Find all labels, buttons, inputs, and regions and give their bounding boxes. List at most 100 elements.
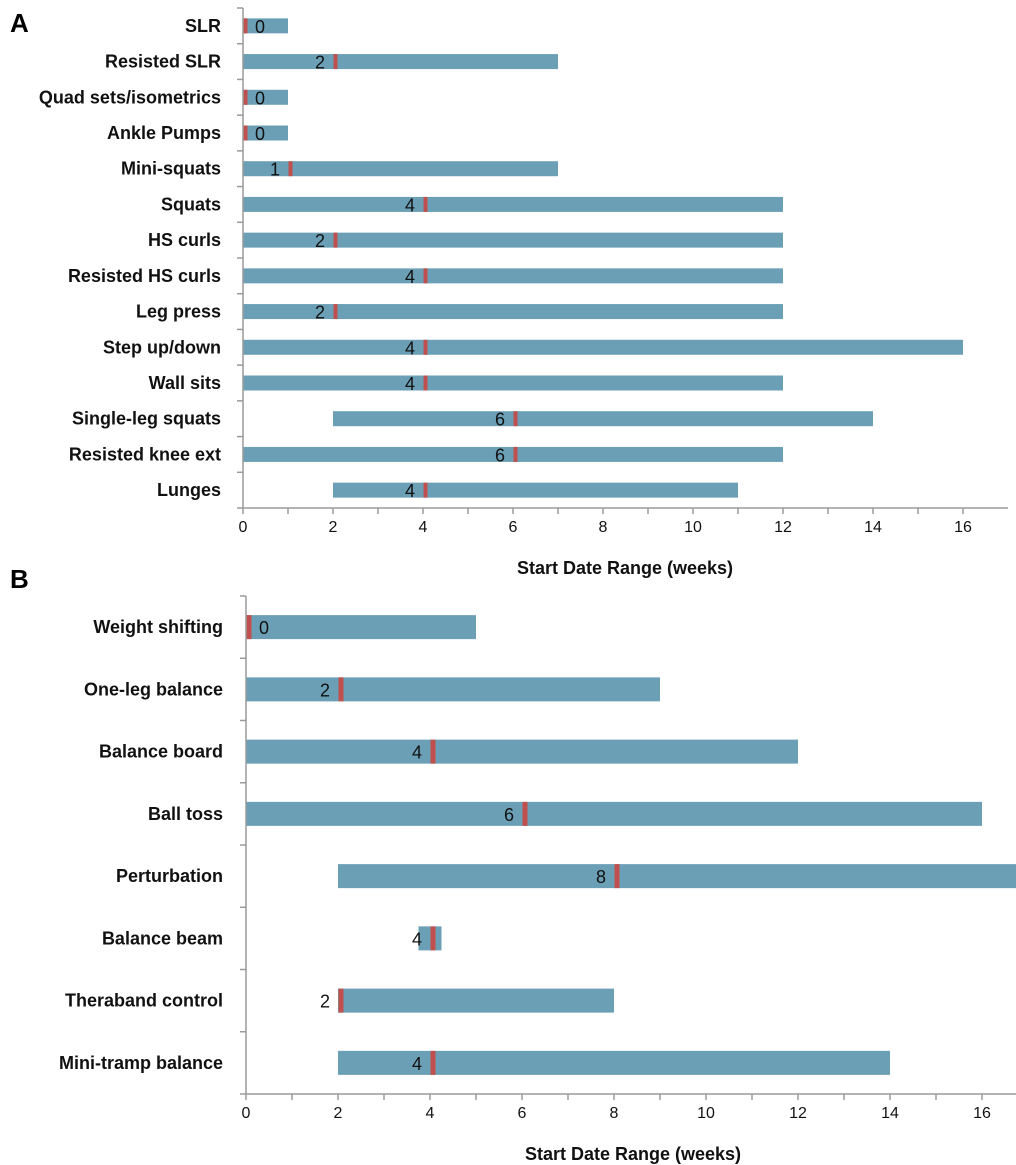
panel-a: A SLR 0 Resisted SLR 2 Quad sets/isometrics 0… [10,7,1008,578]
range-bar [246,615,476,640]
category-label: Step up/down [103,337,221,357]
range-bar [243,304,783,320]
category-label: Resisted HS curls [68,266,221,286]
category-label: SLR [185,16,221,36]
median-value-label: 6 [504,805,514,825]
median-marker [423,196,428,212]
x-tick-label: 8 [610,1105,619,1122]
median-marker [288,161,293,177]
range-bar [243,89,288,105]
median-value-label: 4 [405,374,415,394]
range-bar [243,18,288,34]
median-value-label: 2 [315,231,325,251]
range-bar [338,1050,890,1075]
median-value-label: 4 [405,195,415,215]
median-marker [243,89,248,105]
x-tick-label: 4 [419,519,428,536]
median-value-label: 4 [405,267,415,287]
median-marker [522,801,528,826]
category-label: Single-leg squats [72,409,221,429]
panel-b-y-ticks [240,595,246,1095]
x-tick-label: 14 [864,519,882,536]
median-value-label: 4 [405,338,415,358]
median-marker [614,864,620,889]
median-value-label: 4 [405,481,415,501]
x-tick-label: 6 [518,1105,527,1122]
category-label: Perturbation [116,866,223,886]
median-marker [338,988,344,1013]
panel-b-x-ticks: 0 2 4 6 8 10 12 14 16 [242,1094,991,1122]
range-bar [243,339,963,355]
range-bar [333,482,738,498]
x-tick-label: 16 [973,1105,991,1122]
median-marker [430,1050,436,1075]
range-bar [243,268,783,284]
panel-b: B Weight shifting 0 One-leg balance 2 Balanc… [10,564,1016,1164]
range-bar [243,446,783,462]
median-marker [333,232,338,248]
x-tick-label: 16 [954,519,972,536]
median-marker [243,125,248,141]
median-value-label: 0 [255,124,265,144]
median-value-label: 2 [320,680,330,700]
range-bar [243,375,783,391]
median-value-label: 6 [495,445,505,465]
category-label: Wall sits [149,373,221,393]
x-tick-label: 2 [334,1105,343,1122]
panel-a-x-axis-title: Start Date Range (weeks) [517,558,733,578]
median-value-label: 0 [255,17,265,37]
category-label: Ankle Pumps [107,123,221,143]
median-value-label: 1 [270,160,280,180]
x-tick-label: 4 [426,1105,435,1122]
x-tick-label: 10 [684,519,702,536]
median-marker [338,677,344,702]
range-bar [243,196,783,212]
x-tick-label: 0 [242,1105,251,1122]
x-tick-label: 8 [599,519,608,536]
category-label: Leg press [136,302,221,322]
range-bar [246,739,798,764]
x-tick-label: 2 [329,519,338,536]
category-label: Mini-squats [121,159,221,179]
median-marker [423,375,428,391]
range-bar [243,125,288,141]
category-label: Ball toss [148,804,223,824]
range-bar [243,161,558,177]
category-label: Resisted knee ext [69,444,221,464]
median-value-label: 2 [320,992,330,1012]
panel-a-x-ticks: 0 2 4 6 8 10 12 14 16 [239,508,972,536]
panel-b-letter: B [10,564,29,594]
median-marker [513,446,518,462]
x-tick-label: 6 [509,519,518,536]
category-label: Balance beam [102,928,223,948]
category-label: Weight shifting [93,617,223,637]
category-label: Squats [161,194,221,214]
median-marker [333,304,338,320]
category-label: Resisted SLR [105,52,221,72]
panel-a-bars: SLR 0 Resisted SLR 2 Quad sets/isometrics 0 An… [39,16,963,501]
category-label: Balance board [99,742,223,762]
median-value-label: 4 [412,929,422,949]
median-value-label: 4 [412,1054,422,1074]
category-label: Lunges [157,480,221,500]
median-value-label: 2 [315,303,325,323]
category-label: One-leg balance [84,679,223,699]
range-bar [338,988,614,1013]
median-value-label: 4 [412,743,422,763]
median-marker [243,18,248,34]
median-value-label: 6 [495,410,505,430]
median-marker [423,268,428,284]
median-marker [430,739,436,764]
median-marker [423,482,428,498]
range-bar [243,232,783,248]
median-value-label: 0 [259,618,269,638]
median-value-label: 2 [315,53,325,73]
x-tick-label: 10 [697,1105,715,1122]
median-marker [430,926,436,951]
category-label: Theraband control [65,991,223,1011]
range-bar [338,864,1016,889]
range-bar [246,677,660,702]
panel-b-x-axis-title: Start Date Range (weeks) [525,1144,741,1164]
category-label: Quad sets/isometrics [39,87,221,107]
